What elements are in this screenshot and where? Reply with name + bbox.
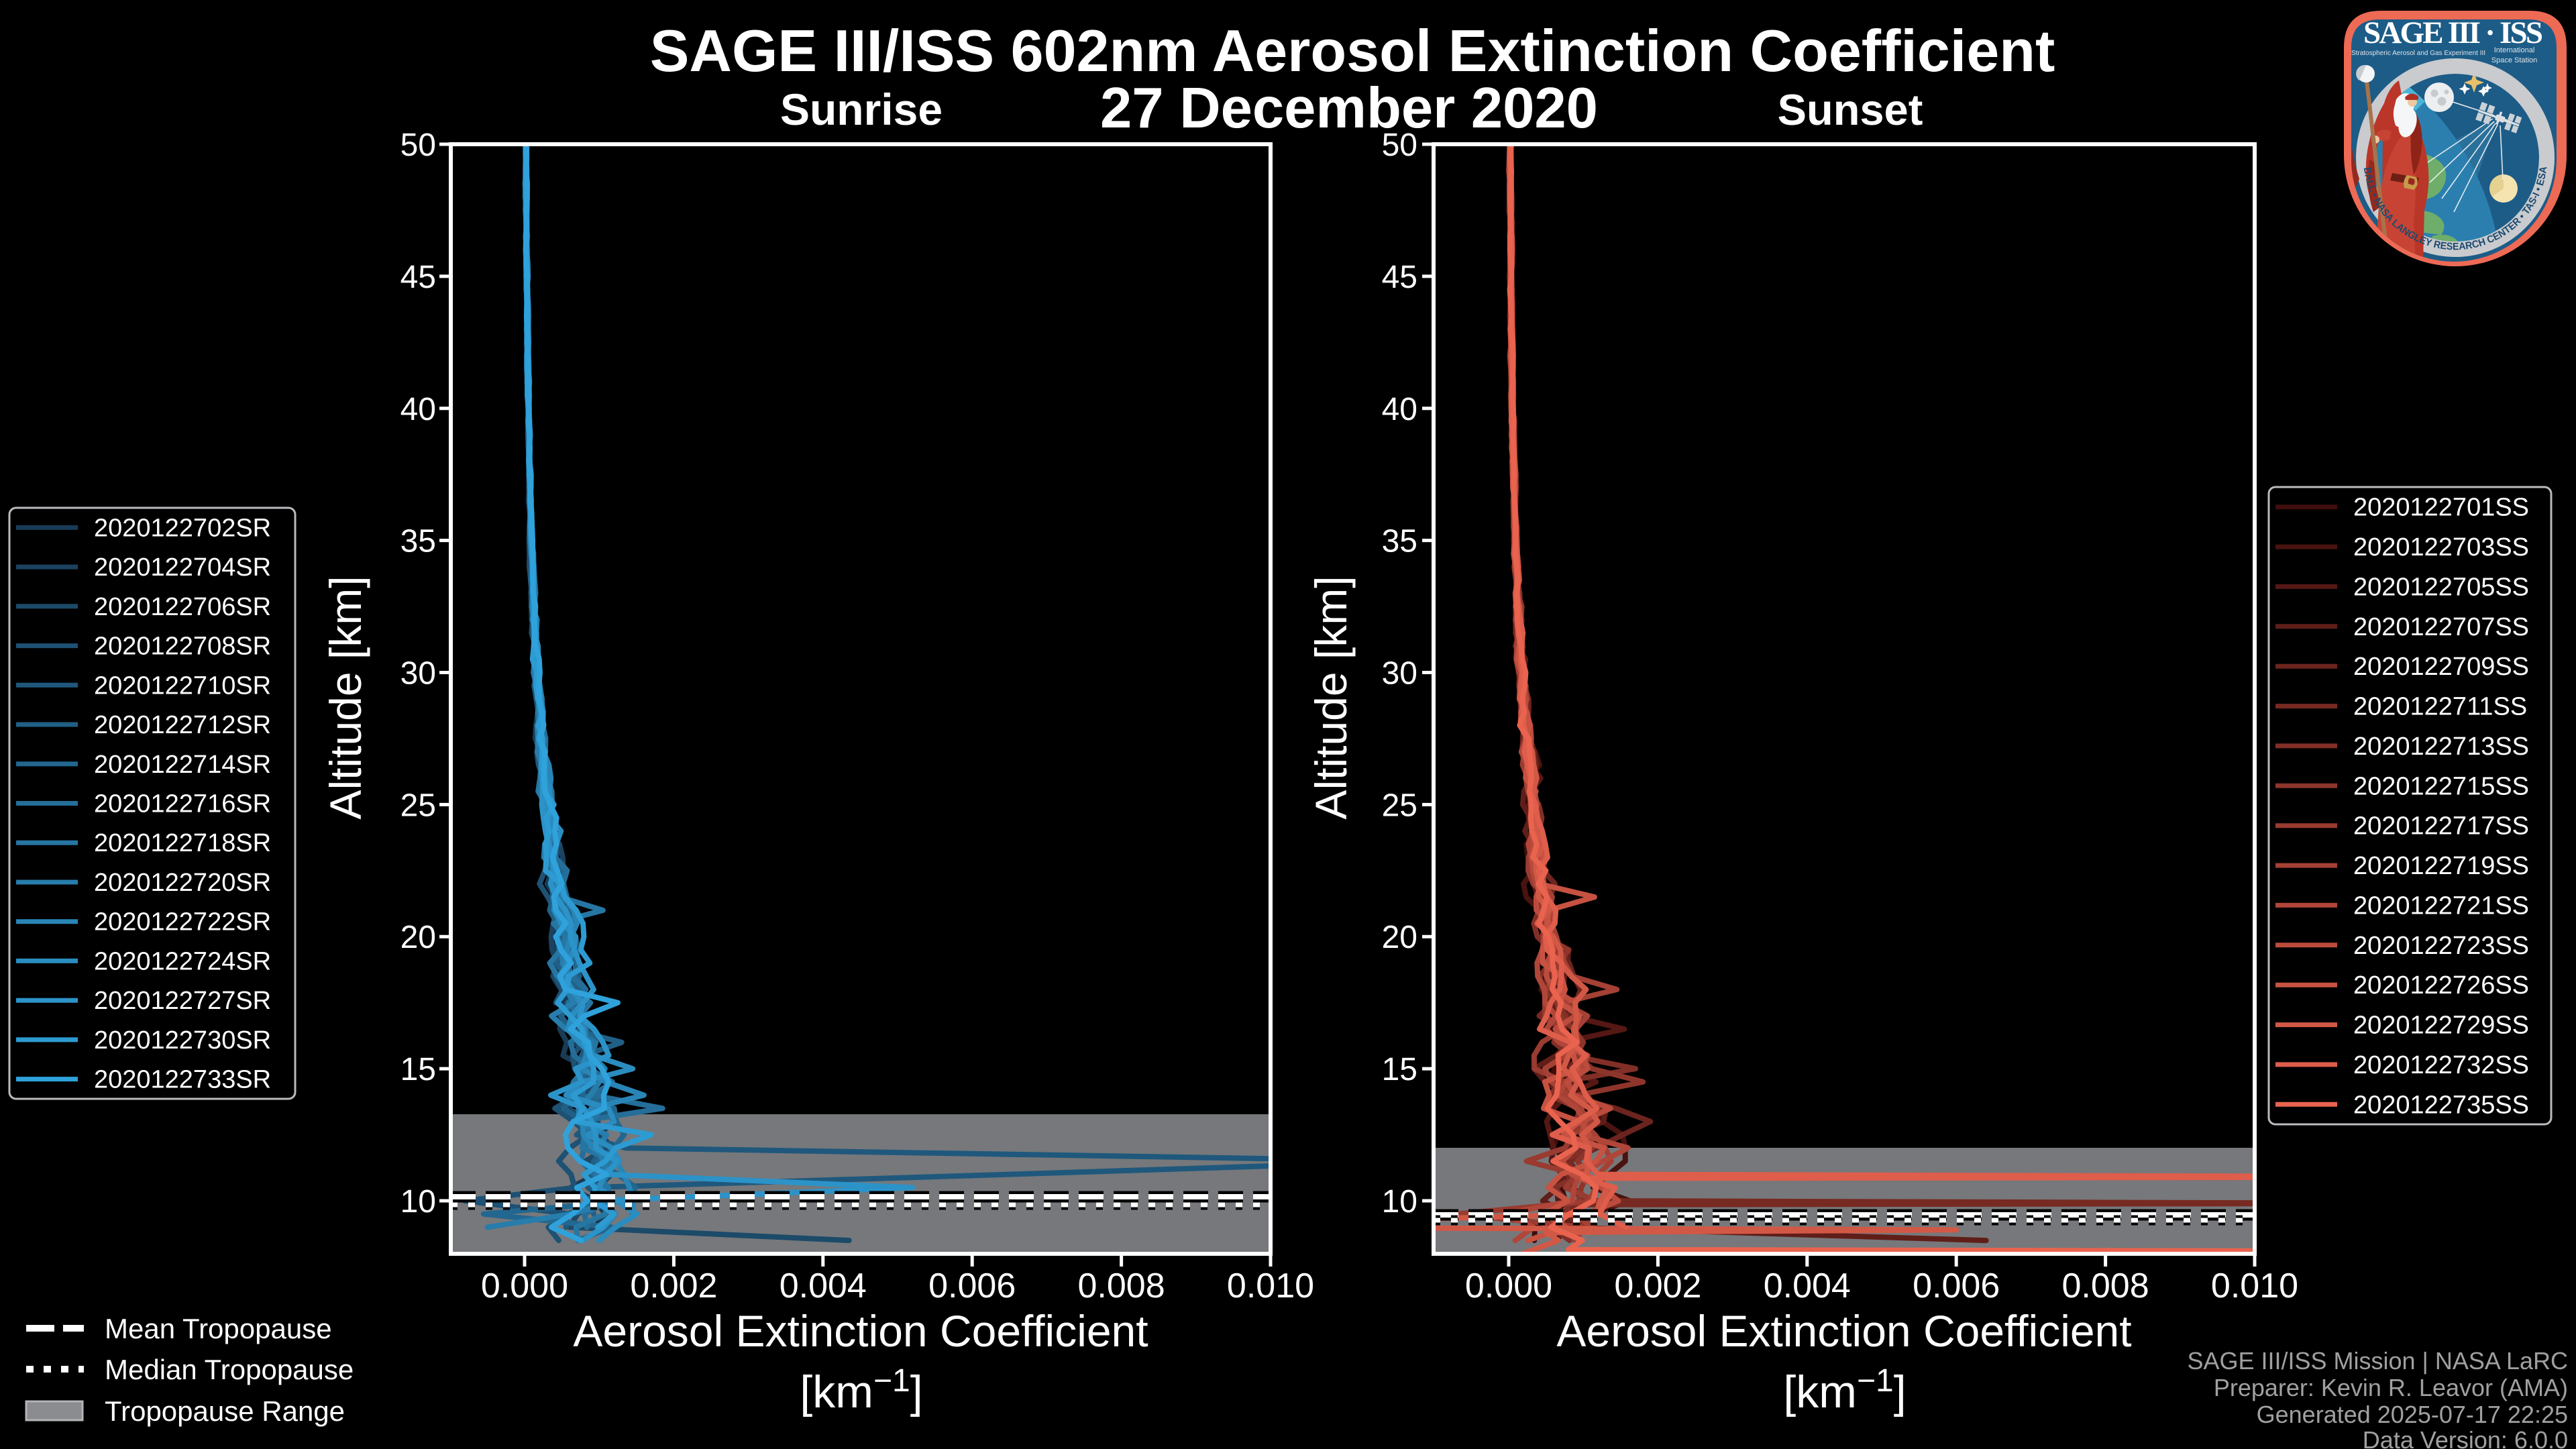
svg-text:Stratospheric Aerosol and Gas: Stratospheric Aerosol and Gas Experiment… xyxy=(2351,50,2485,57)
svg-text:SAGE III/ISS Mission | NASA La: SAGE III/ISS Mission | NASA LaRC xyxy=(2187,1347,2568,1375)
svg-text:International: International xyxy=(2494,46,2535,54)
svg-text:2020122729SS: 2020122729SS xyxy=(2353,1012,2529,1040)
svg-text:0.008: 0.008 xyxy=(2062,1267,2149,1305)
svg-text:40: 40 xyxy=(1382,392,1417,427)
svg-text:Aerosol Extinction Coefficient: Aerosol Extinction Coefficient xyxy=(573,1306,1148,1356)
svg-text:Sunrise: Sunrise xyxy=(780,85,943,134)
svg-text:20: 20 xyxy=(400,920,436,955)
svg-text:2020122727SR: 2020122727SR xyxy=(94,987,271,1015)
svg-text:2020122726SS: 2020122726SS xyxy=(2353,971,2529,1000)
svg-text:SAGE III/ISS 602nm Aerosol Ext: SAGE III/ISS 602nm Aerosol Extinction Co… xyxy=(650,17,2055,84)
svg-text:0.010: 0.010 xyxy=(1227,1267,1314,1305)
svg-text:[km−1]: [km−1] xyxy=(800,1363,922,1417)
svg-text:Data Version: 6.0.0: Data Version: 6.0.0 xyxy=(2363,1426,2568,1449)
svg-text:15: 15 xyxy=(1382,1052,1417,1087)
svg-text:Preparer: Kevin R. Leavor (AMA: Preparer: Kevin R. Leavor (AMA) xyxy=(2214,1374,2568,1401)
svg-text:25: 25 xyxy=(400,788,436,823)
svg-text:2020122711SS: 2020122711SS xyxy=(2353,693,2527,721)
svg-text:2020122712SR: 2020122712SR xyxy=(94,711,271,739)
svg-text:35: 35 xyxy=(1382,524,1417,559)
svg-text:2020122714SR: 2020122714SR xyxy=(94,751,271,779)
svg-text:0.000: 0.000 xyxy=(1465,1267,1552,1305)
svg-text:2020122702SR: 2020122702SR xyxy=(94,514,271,542)
svg-text:2020122720SR: 2020122720SR xyxy=(94,869,271,897)
svg-text:2020122706SR: 2020122706SR xyxy=(94,593,271,621)
svg-text:50: 50 xyxy=(400,127,436,163)
svg-text:2020122716SR: 2020122716SR xyxy=(94,790,271,818)
svg-text:45: 45 xyxy=(1382,260,1417,295)
svg-text:2020122724SR: 2020122724SR xyxy=(94,947,271,975)
svg-text:2020122710SR: 2020122710SR xyxy=(94,672,271,700)
svg-text:0.002: 0.002 xyxy=(1614,1267,1701,1305)
svg-text:40: 40 xyxy=(400,392,436,427)
svg-text:35: 35 xyxy=(400,524,436,559)
svg-text:0.008: 0.008 xyxy=(1078,1267,1165,1305)
svg-text:20: 20 xyxy=(1382,920,1417,955)
svg-text:2020122721SS: 2020122721SS xyxy=(2353,892,2529,920)
svg-text:27 December 2020: 27 December 2020 xyxy=(1100,76,1598,140)
svg-text:2020122705SS: 2020122705SS xyxy=(2353,573,2529,601)
svg-text:[km−1]: [km−1] xyxy=(1783,1363,1906,1417)
svg-text:45: 45 xyxy=(400,260,436,295)
svg-text:2020122713SS: 2020122713SS xyxy=(2353,733,2529,761)
svg-text:0.004: 0.004 xyxy=(1764,1267,1851,1305)
svg-text:2020122723SS: 2020122723SS xyxy=(2353,932,2529,960)
svg-text:30: 30 xyxy=(400,656,436,692)
svg-text:50: 50 xyxy=(1382,127,1417,163)
svg-text:2020122719SS: 2020122719SS xyxy=(2353,852,2529,880)
svg-text:2020122733SR: 2020122733SR xyxy=(94,1066,271,1094)
svg-text:Sunset: Sunset xyxy=(1778,85,1923,134)
svg-text:10: 10 xyxy=(400,1184,436,1220)
svg-text:Aerosol Extinction Coefficient: Aerosol Extinction Coefficient xyxy=(1556,1306,2131,1356)
svg-text:2020122718SR: 2020122718SR xyxy=(94,829,271,857)
svg-text:Median Tropopause: Median Tropopause xyxy=(105,1354,354,1385)
svg-text:Tropopause Range: Tropopause Range xyxy=(105,1395,345,1427)
svg-text:2020122732SS: 2020122732SS xyxy=(2353,1051,2529,1079)
svg-text:0.006: 0.006 xyxy=(1913,1267,2000,1305)
svg-text:0.006: 0.006 xyxy=(928,1267,1016,1305)
svg-text:Mean Tropopause: Mean Tropopause xyxy=(105,1313,332,1344)
svg-text:30: 30 xyxy=(1382,656,1417,692)
svg-text:0.004: 0.004 xyxy=(780,1267,867,1305)
svg-text:2020122708SR: 2020122708SR xyxy=(94,633,271,661)
svg-text:2020122704SR: 2020122704SR xyxy=(94,553,271,582)
svg-text:2020122715SS: 2020122715SS xyxy=(2353,772,2529,800)
svg-text:0.000: 0.000 xyxy=(481,1267,568,1305)
svg-text:2020122701SS: 2020122701SS xyxy=(2353,494,2529,522)
svg-text:Altitude [km]: Altitude [km] xyxy=(1306,576,1356,819)
svg-text:Space Station: Space Station xyxy=(2491,56,2538,64)
svg-text:SAGE III · ISS: SAGE III · ISS xyxy=(2363,15,2543,50)
svg-text:2020122717SS: 2020122717SS xyxy=(2353,812,2529,841)
svg-text:2020122703SS: 2020122703SS xyxy=(2353,533,2529,561)
svg-text:Generated 2025-07-17 22:25: Generated 2025-07-17 22:25 xyxy=(2257,1401,2568,1428)
svg-text:2020122735SS: 2020122735SS xyxy=(2353,1091,2529,1119)
svg-text:2020122730SR: 2020122730SR xyxy=(94,1026,271,1055)
svg-text:10: 10 xyxy=(1382,1184,1417,1220)
svg-text:2020122722SR: 2020122722SR xyxy=(94,908,271,936)
svg-text:2020122709SS: 2020122709SS xyxy=(2353,653,2529,681)
svg-text:0.002: 0.002 xyxy=(630,1267,717,1305)
svg-text:15: 15 xyxy=(400,1052,436,1087)
svg-text:2020122707SS: 2020122707SS xyxy=(2353,613,2529,641)
svg-text:Altitude [km]: Altitude [km] xyxy=(321,576,370,819)
svg-text:25: 25 xyxy=(1382,788,1417,823)
svg-text:0.010: 0.010 xyxy=(2211,1267,2298,1305)
